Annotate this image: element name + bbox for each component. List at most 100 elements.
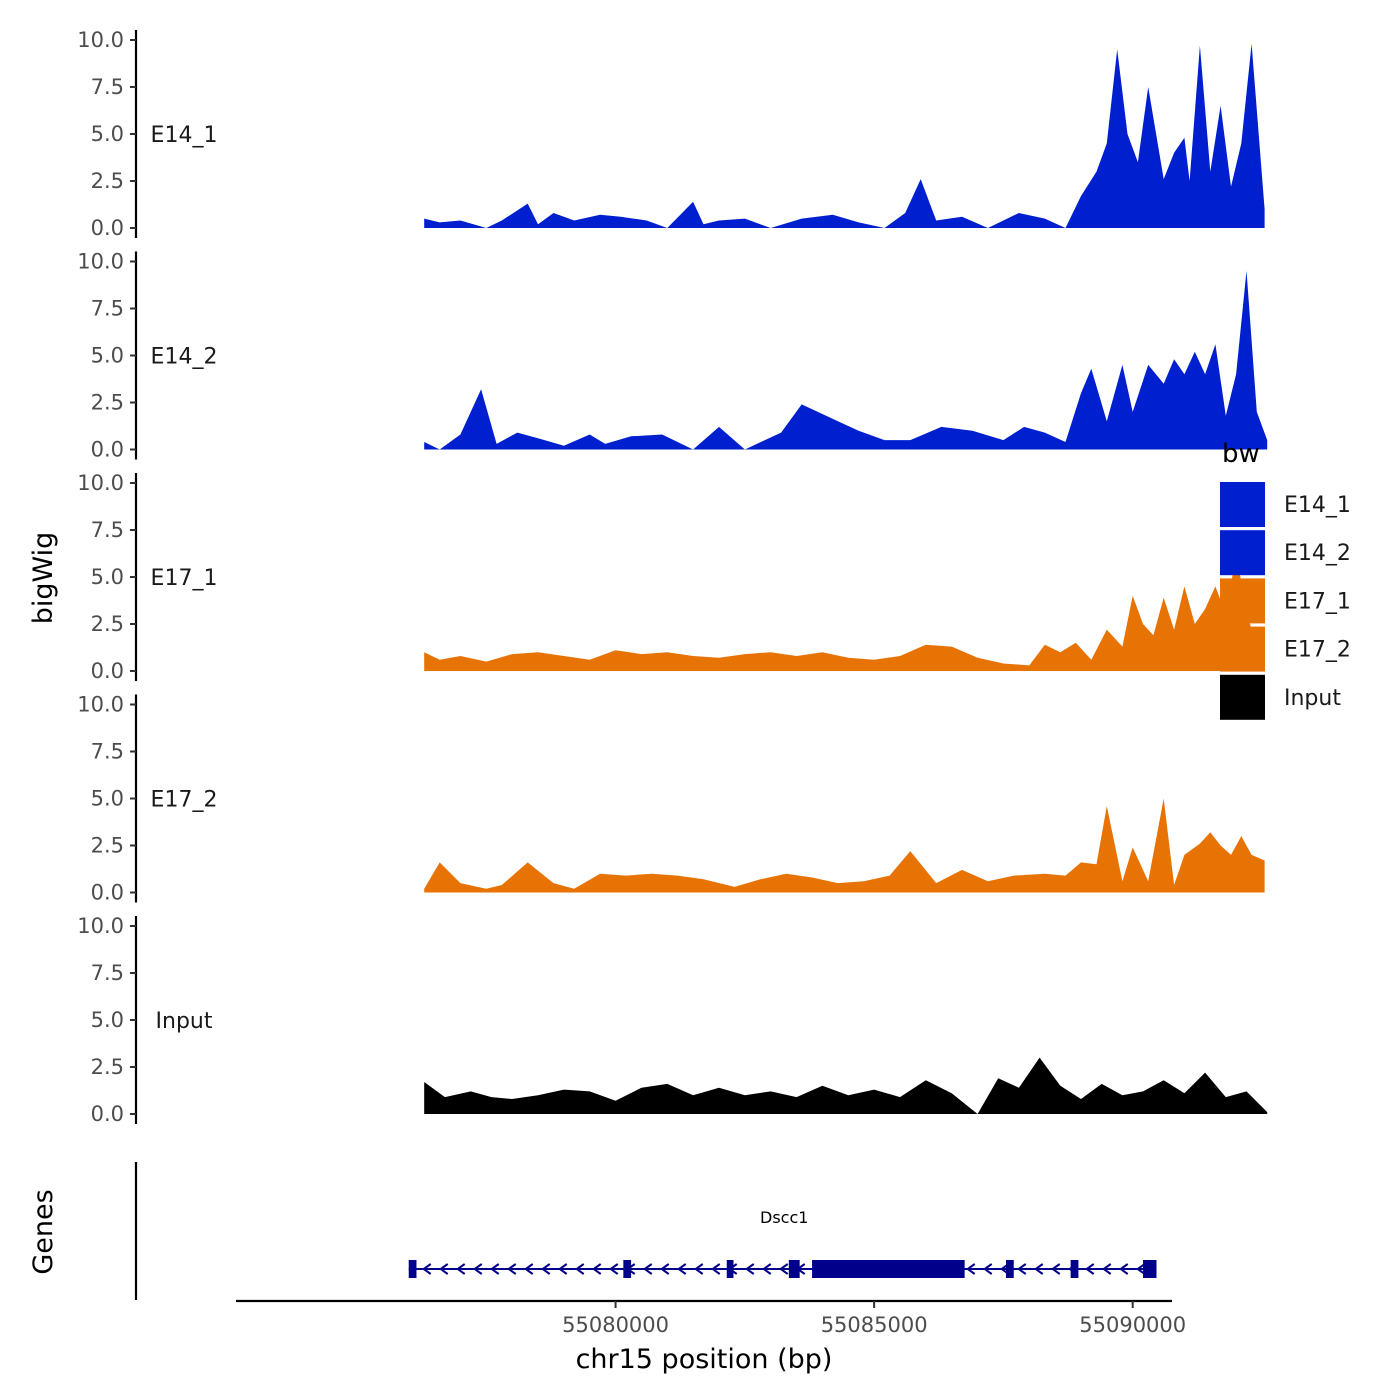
x-tick-label: 55080000 (562, 1313, 669, 1337)
coverage-area (424, 1057, 1268, 1114)
strand-arrow (523, 1263, 534, 1275)
strand-arrow (982, 1263, 993, 1275)
strand-arrow (574, 1263, 585, 1275)
y-tick-label: 5.0 (91, 787, 124, 811)
strand-arrow (557, 1263, 568, 1275)
x-axis: 55080000 55085000 55090000 chr15 position … (236, 1299, 1186, 1375)
strand-arrow (472, 1263, 483, 1275)
y-tick-label: 10.0 (77, 693, 124, 717)
y-axis-title: bigWig (28, 532, 59, 625)
strand-arrow (778, 1263, 789, 1275)
strand-arrow (710, 1263, 721, 1275)
y-tick-label: 0.0 (91, 1102, 124, 1126)
gene-exon (1143, 1260, 1157, 1278)
strand-arrow (1118, 1263, 1129, 1275)
strand-arrow (506, 1263, 517, 1275)
strand-arrow (438, 1263, 449, 1275)
legend: bw E14_1 E14_2 E17_1 E17_2 Input (1220, 439, 1351, 720)
strand-arrow (455, 1263, 466, 1275)
legend-key-swatch (1220, 530, 1265, 576)
legend-key-swatch (1220, 482, 1265, 527)
y-tick-label: 2.5 (91, 834, 124, 858)
gene-exon (788, 1260, 800, 1278)
strand-arrow (1050, 1263, 1061, 1275)
y-tick-label: 7.5 (91, 297, 124, 321)
legend-key-label: Input (1284, 686, 1341, 711)
y-tick-label: 2.5 (91, 1055, 124, 1079)
coverage-area (424, 270, 1268, 450)
y-tick-label: 7.5 (91, 740, 124, 764)
genes-panel: Genes Dscc1 (28, 1162, 1157, 1300)
strand-arrow (761, 1263, 772, 1275)
strand-arrow (608, 1263, 619, 1275)
track-panel-e14-2: 0.0 2.5 5.0 7.5 10.0 E14_2 (77, 250, 1268, 462)
strand-arrow (540, 1263, 551, 1275)
track-label: E17_1 (151, 566, 218, 591)
legend-key-label: E17_1 (1284, 589, 1351, 614)
strand-arrow (744, 1263, 755, 1275)
track-label: Input (156, 1009, 213, 1034)
y-tick-label: 10.0 (77, 914, 124, 938)
y-tick-label: 0.0 (91, 659, 124, 683)
gene-model: Dscc1 (408, 1208, 1157, 1278)
strand-arrow (1084, 1263, 1095, 1275)
gene-exon (726, 1260, 734, 1278)
y-tick-label: 5.0 (91, 1008, 124, 1032)
strand-arrow (591, 1263, 602, 1275)
y-tick-label: 5.0 (91, 122, 124, 146)
y-tick-label: 7.5 (91, 961, 124, 985)
gene-exon (1070, 1260, 1079, 1278)
strand-arrow (1016, 1263, 1027, 1275)
legend-key-swatch (1220, 674, 1265, 720)
x-tick-label: 55090000 (1079, 1313, 1186, 1337)
strand-arrow (1135, 1263, 1146, 1275)
gene-models: Dscc1 (408, 1208, 1157, 1278)
y-tick-label: 0.0 (91, 881, 124, 905)
legend-title: bw (1222, 439, 1260, 469)
y-tick-label: 2.5 (91, 391, 124, 415)
y-tick-label: 10.0 (77, 250, 124, 274)
strand-arrow (659, 1263, 670, 1275)
x-ticks: 55080000 55085000 55090000 (562, 1301, 1186, 1337)
track-label: E14_1 (151, 123, 218, 148)
coverage-area (424, 43, 1265, 228)
strand-arrow (421, 1263, 432, 1275)
strand-arrow (965, 1263, 976, 1275)
strand-arrow (1101, 1263, 1112, 1275)
y-tick-label: 0.0 (91, 438, 124, 462)
y-tick-label: 5.0 (91, 344, 124, 368)
coverage-tracks: 0.0 2.5 5.0 7.5 10.0 E14_1 0.0 2.5 5.0 7.5 10.0 E14… (77, 28, 1268, 1126)
strand-arrow (676, 1263, 687, 1275)
coverage-area (424, 798, 1265, 893)
y-tick-label: 7.5 (91, 75, 124, 99)
track-panel-e14-1: 0.0 2.5 5.0 7.5 10.0 E14_1 (77, 28, 1265, 240)
y-tick-label: 5.0 (91, 565, 124, 589)
strand-arrow (642, 1263, 653, 1275)
x-tick-label: 55085000 (821, 1313, 928, 1337)
track-label: E17_2 (151, 788, 218, 813)
strand-arrow (693, 1263, 704, 1275)
genes-axis-title: Genes (28, 1189, 59, 1274)
y-tick-label: 7.5 (91, 518, 124, 542)
track-label: E14_2 (151, 345, 218, 370)
legend-key-label: E14_1 (1284, 493, 1351, 518)
y-tick-label: 10.0 (77, 28, 124, 52)
legend-entries: E14_1 E14_2 E17_1 E17_2 Input (1220, 482, 1351, 720)
track-panel-input: 0.0 2.5 5.0 7.5 10.0 Input (77, 914, 1268, 1126)
y-tick-label: 2.5 (91, 612, 124, 636)
strand-arrow (1033, 1263, 1044, 1275)
track-panel-e17-2: 0.0 2.5 5.0 7.5 10.0 E17_2 (77, 693, 1265, 905)
gene-exon (623, 1260, 632, 1278)
y-tick-label: 0.0 (91, 216, 124, 240)
y-tick-label: 2.5 (91, 169, 124, 193)
legend-key-swatch (1220, 626, 1265, 672)
y-tick-label: 10.0 (77, 471, 124, 495)
strand-arrow (489, 1263, 500, 1275)
gene-label: Dscc1 (760, 1208, 808, 1227)
gene-exon (408, 1260, 417, 1278)
x-axis-title: chr15 position (bp) (576, 1344, 833, 1375)
legend-key-label: E14_2 (1284, 541, 1351, 566)
legend-key-label: E17_2 (1284, 638, 1351, 663)
gene-exon (1006, 1260, 1014, 1278)
